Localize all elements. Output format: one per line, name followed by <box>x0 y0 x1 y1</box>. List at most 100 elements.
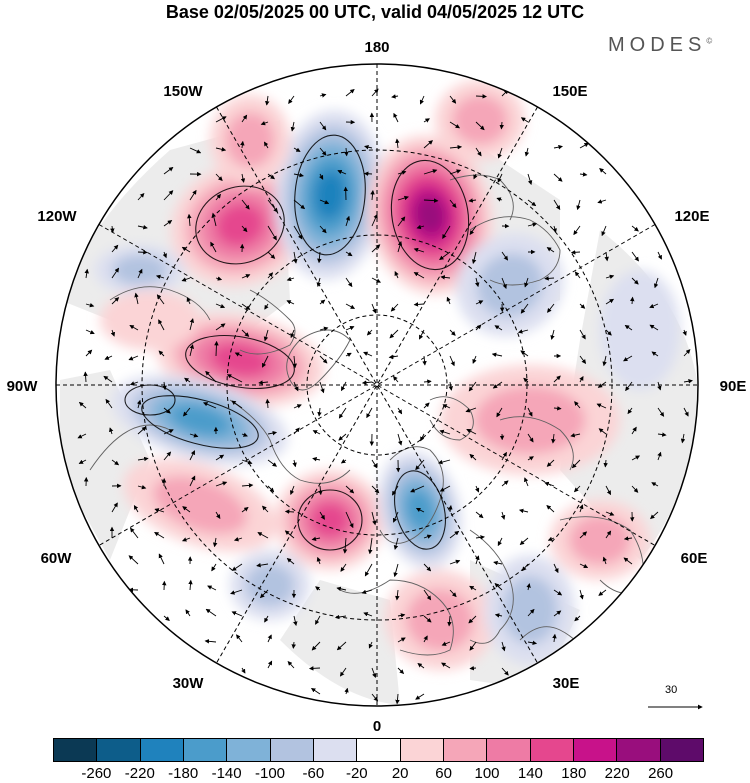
wind-vector <box>85 329 95 335</box>
wind-vector <box>105 398 113 409</box>
colorbar-swatch <box>616 739 660 761</box>
wind-vector <box>338 407 347 419</box>
wind-vector <box>137 456 149 462</box>
wind-vector <box>501 251 509 261</box>
wind-vector <box>397 407 403 415</box>
wind-vector <box>500 511 506 520</box>
wind-vector <box>286 276 295 282</box>
wind-vector <box>527 640 538 646</box>
wind-vector <box>553 199 561 211</box>
wind-vector <box>624 324 633 331</box>
wind-vector <box>651 482 659 487</box>
wind-vector <box>366 329 373 336</box>
wind-vector <box>189 344 195 357</box>
wind-vector <box>181 246 191 253</box>
wind-vector <box>340 563 347 572</box>
colorbar-tick-label: 100 <box>474 765 500 782</box>
lon-label-120e: 120E <box>674 208 709 225</box>
wind-vector <box>501 641 506 652</box>
wind-vector <box>423 402 430 409</box>
wind-vector <box>154 532 165 539</box>
logo-mark: © <box>706 36 713 46</box>
wind-vector <box>129 381 139 386</box>
wind-vector <box>449 169 462 175</box>
wind-vector <box>527 608 535 617</box>
wind-vector <box>188 579 193 591</box>
wind-vector <box>546 459 555 467</box>
wind-vector <box>496 197 503 202</box>
wind-vector <box>215 173 223 182</box>
wind-vector <box>163 220 173 227</box>
wind-vector <box>397 195 409 201</box>
wind-vector <box>657 251 662 260</box>
wind-vector <box>574 615 581 622</box>
anomaly-level <box>314 170 346 220</box>
wind-vector <box>204 639 217 644</box>
wind-vector <box>650 511 659 520</box>
wind-vector <box>441 662 451 669</box>
wind-vector <box>574 401 581 409</box>
wind-vector <box>391 94 399 99</box>
wind-vector <box>491 352 503 357</box>
anomaly-level <box>502 576 558 644</box>
wind-vector <box>448 504 453 513</box>
wind-vector <box>475 121 485 131</box>
wind-vector <box>371 459 378 469</box>
lon-label-120w: 120W <box>37 208 77 225</box>
wind-vector <box>449 589 457 598</box>
wind-vector <box>186 297 191 305</box>
colorbar-swatch <box>312 739 357 761</box>
wind-vector <box>316 556 322 565</box>
anomaly-level <box>100 290 200 350</box>
wind-vector <box>231 611 243 617</box>
wind-vector <box>345 352 352 357</box>
wind-vector <box>189 318 195 331</box>
wind-vector <box>468 198 477 203</box>
logo-text: MODES <box>608 34 707 56</box>
wind-vector <box>370 189 375 201</box>
wind-vector <box>651 351 659 357</box>
wind-vector <box>493 560 503 566</box>
wind-vector <box>345 303 356 309</box>
wind-vector <box>389 329 399 339</box>
wind-vector <box>84 268 89 279</box>
wind-vector <box>602 355 607 367</box>
wind-vector <box>475 511 484 519</box>
wind-vector <box>291 641 296 649</box>
wind-vector <box>240 140 245 149</box>
wind-vector <box>550 329 555 340</box>
wind-vector <box>520 303 529 314</box>
wind-vector <box>308 666 321 671</box>
contour-line <box>394 470 446 550</box>
lon-label-90w: 90W <box>7 378 39 395</box>
wind-vector <box>471 251 477 265</box>
wind-vector <box>417 663 425 669</box>
wind-vector <box>315 615 321 625</box>
wind-vector <box>447 615 452 627</box>
wind-vector <box>546 247 555 253</box>
wind-vector <box>241 483 254 488</box>
wind-vector <box>185 609 191 617</box>
wind-vector <box>241 506 249 513</box>
wind-vector <box>264 303 269 310</box>
colorbar-swatch <box>182 739 227 761</box>
wind-vector <box>293 251 298 264</box>
wind-vector <box>526 583 531 591</box>
wind-vector <box>267 634 272 643</box>
wind-vector <box>293 615 298 627</box>
wind-vector <box>605 329 612 336</box>
wind-vector <box>258 380 269 385</box>
colorbar-swatch <box>54 739 97 761</box>
polar-map: 180 0 90W 90E 150W 120W 150E 120E 60W 30… <box>7 39 747 735</box>
wind-vector <box>290 121 296 132</box>
wind-vector <box>371 277 381 283</box>
wind-vector <box>207 585 217 591</box>
wind-vector <box>316 277 321 288</box>
wind-vector <box>189 433 199 438</box>
wind-vector <box>317 251 322 264</box>
wind-vector <box>415 459 425 471</box>
wind-vector <box>623 557 633 565</box>
wind-vector <box>397 637 406 643</box>
wind-vector <box>573 225 581 236</box>
wind-vector <box>683 349 691 357</box>
